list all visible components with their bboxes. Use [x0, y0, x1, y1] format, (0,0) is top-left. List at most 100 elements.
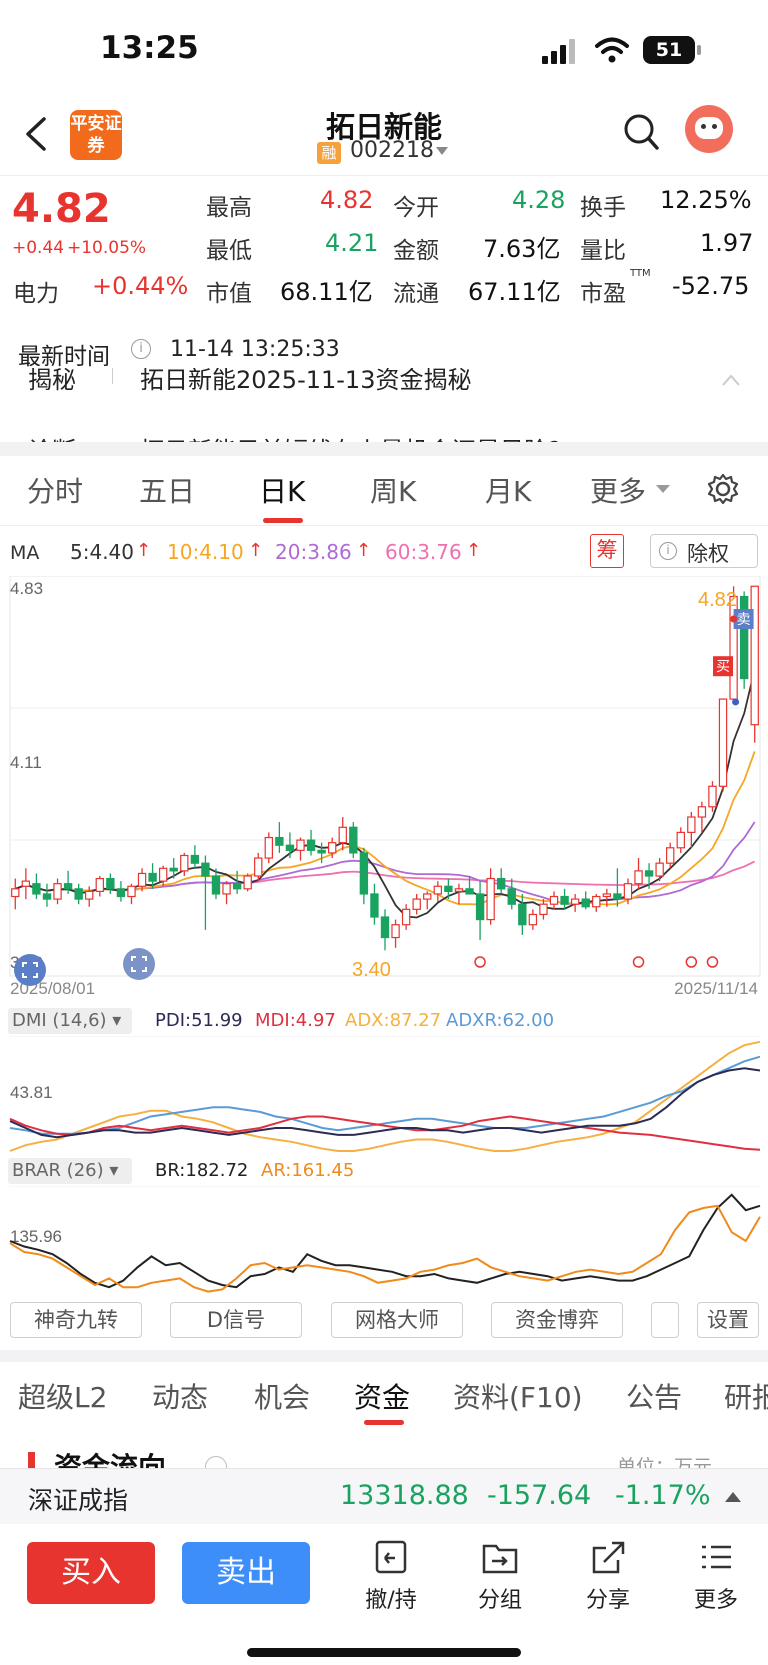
candle-body	[243, 875, 252, 890]
stock-header: 平安证券 拓日新能 融 002218	[0, 100, 768, 175]
candle-body	[549, 895, 559, 905]
sell-marker-label: 卖	[737, 611, 751, 627]
market-cap-value: 68.11亿	[280, 278, 373, 306]
candle-body	[655, 862, 664, 877]
pe-value: -52.75	[672, 272, 750, 300]
share-button[interactable]: 分享	[572, 1538, 644, 1614]
broker-logo: 平安证券	[70, 110, 122, 160]
br-value: BR:182.72	[155, 1160, 249, 1181]
info-icon: i	[659, 542, 677, 560]
event-marker	[632, 956, 645, 968]
tab-more[interactable]: 更多	[590, 475, 647, 508]
grid-master-button[interactable]: 网格大师	[331, 1302, 463, 1338]
tab-opportunity[interactable]: 机会	[254, 1381, 311, 1414]
tab-announcements[interactable]: 公告	[626, 1381, 683, 1414]
dmi-selector[interactable]: DMI (14,6) ▾	[8, 1008, 132, 1034]
tab-super-l2[interactable]: 超级L2	[18, 1381, 108, 1414]
price-change-pct: +10.05%	[67, 238, 147, 258]
candle-body	[32, 883, 41, 895]
brar-chart[interactable]: 135.96	[0, 1186, 768, 1296]
ma10-value: 10:4.10	[167, 540, 244, 564]
fund-game-button[interactable]: 资金博弈	[491, 1302, 623, 1338]
candle-body	[285, 844, 295, 851]
candle-body	[95, 877, 104, 892]
expand-up-icon[interactable]	[724, 1491, 742, 1503]
candle-body	[708, 785, 717, 808]
candle-body	[275, 836, 284, 846]
tab-research[interactable]: 研报	[724, 1381, 768, 1414]
sector-label[interactable]: 电力	[13, 281, 59, 307]
candle-body	[21, 880, 31, 887]
chevron-down-icon[interactable]	[655, 484, 671, 494]
cancel-hold-label: 撤/持	[365, 1588, 417, 1613]
candle-body	[486, 877, 495, 921]
news-ticker[interactable]: 揭秘 拓日新能2025-11-13资金揭秘 诊断 拓日新能目前短线有上量机会还是…	[0, 368, 768, 442]
more-button[interactable]: 更多	[680, 1538, 752, 1614]
more-tools-button[interactable]	[651, 1302, 679, 1338]
fullscreen-icon[interactable]	[123, 948, 155, 980]
candle-body	[613, 893, 622, 900]
section-title: 资金流向	[54, 1451, 167, 1468]
pe-label: 市盈	[580, 281, 626, 307]
gear-icon[interactable]	[706, 472, 740, 506]
avatar[interactable]	[685, 105, 733, 153]
market-cap-label: 市值	[206, 281, 252, 307]
tab-funds[interactable]: 资金	[354, 1381, 411, 1414]
candle-body	[570, 898, 580, 905]
stock-code[interactable]: 002218	[350, 138, 434, 163]
ma20-value: 20:3.86	[275, 540, 352, 564]
sell-button[interactable]: 卖出	[182, 1542, 310, 1604]
index-change-pct: -1.17%	[615, 1480, 711, 1511]
chip-button[interactable]: 筹	[590, 534, 624, 568]
y-axis-top-label: 4.83	[10, 579, 43, 598]
adjust-button[interactable]: i 除权	[650, 534, 758, 568]
high-value: 4.82	[320, 186, 374, 214]
news-tag: 诊断	[28, 431, 76, 442]
expand-icon[interactable]	[14, 954, 46, 986]
chevron-up-icon[interactable]	[722, 374, 740, 386]
candle-body	[634, 870, 643, 885]
volume-ratio-label: 量比	[580, 238, 626, 264]
ma-legend[interactable]: MA 5:4.40 ↑ 10:4.10 ↑ 20:3.86 ↑ 60:3.76 …	[0, 530, 768, 574]
signal-dot	[730, 615, 738, 623]
tab-daily-k[interactable]: 日K	[259, 475, 306, 508]
info-icon[interactable]	[205, 1456, 227, 1468]
tab-five-day[interactable]: 五日	[139, 475, 196, 508]
cancel-hold-button[interactable]: 撤/持	[355, 1538, 427, 1614]
share-label: 分享	[585, 1588, 630, 1613]
ma5-line	[14, 669, 756, 919]
buy-button[interactable]: 买入	[27, 1542, 155, 1604]
candle-body	[106, 877, 115, 890]
info-icon[interactable]: i	[131, 339, 151, 359]
mdi-line	[9, 1115, 761, 1151]
news-item[interactable]: 拓日新能2025-11-13资金揭秘	[140, 368, 472, 394]
d-signal-button[interactable]: D信号	[170, 1302, 302, 1338]
last-price: 4.82	[12, 186, 111, 232]
magic-nine-button[interactable]: 神奇九转	[10, 1302, 142, 1338]
candle-body	[644, 870, 654, 877]
brar-selector[interactable]: BRAR (26) ▾	[8, 1158, 132, 1184]
back-arrow-icon[interactable]	[22, 116, 52, 152]
news-item[interactable]: 拓日新能目前短线有上量机会还是风险？	[140, 431, 572, 442]
tab-news[interactable]: 动态	[152, 1381, 209, 1414]
tab-monthly-k[interactable]: 月K	[485, 475, 532, 508]
pe-ttm-sup: TTM	[630, 268, 651, 279]
candle-body	[254, 857, 263, 877]
chart-period-tabs: 分时 五日 日K 周K 月K 更多	[0, 456, 768, 526]
settings-button[interactable]: 设置	[697, 1302, 759, 1338]
open-value: 4.28	[512, 186, 566, 214]
tab-weekly-k[interactable]: 周K	[370, 475, 417, 508]
dmi-chart[interactable]: 43.81	[0, 1036, 768, 1156]
group-button[interactable]: 分组	[464, 1538, 536, 1614]
unit-label: 单位：万元	[617, 1456, 713, 1468]
code-dropdown-icon[interactable]	[435, 146, 449, 156]
tab-f10[interactable]: 资料(F10)	[453, 1381, 583, 1414]
search-icon[interactable]	[622, 112, 660, 152]
ma-label: MA	[10, 542, 40, 564]
index-value: 13318.88	[340, 1480, 469, 1511]
tab-intraday[interactable]: 分时	[27, 475, 84, 508]
index-bar[interactable]: 深证成指 13318.88 -157.64 -1.17%	[0, 1468, 768, 1524]
candle-body	[158, 867, 168, 882]
candlestick-chart[interactable]: 4.834.113.392025/08/012025/11/144.823.40…	[0, 576, 768, 996]
tab-active-indicator	[364, 1420, 404, 1425]
